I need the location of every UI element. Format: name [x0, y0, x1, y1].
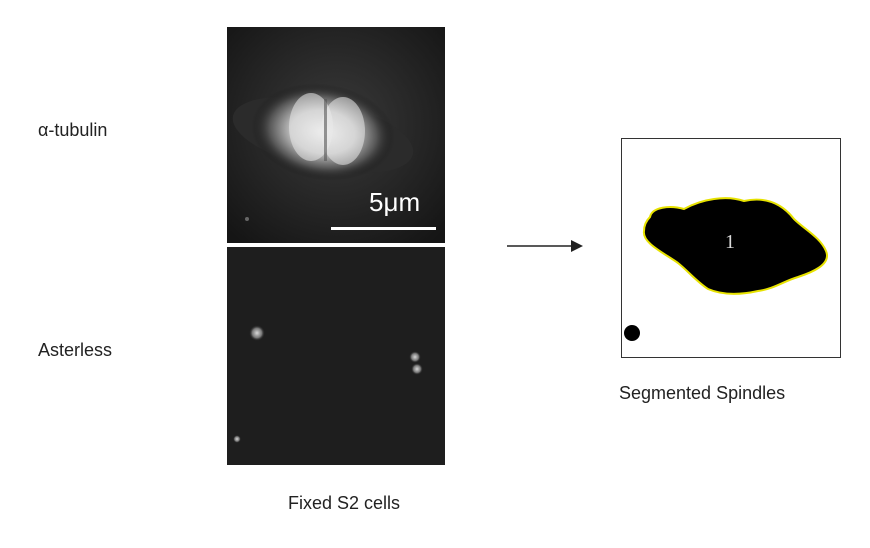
segmented-spindle-panel: 1 [621, 138, 841, 358]
caption-segmented-spindles: Segmented Spindles [619, 383, 786, 403]
row-label-alpha-tubulin: α-tubulin [38, 120, 108, 140]
asterless-image [227, 247, 445, 465]
row-label-asterless: Asterless [38, 340, 113, 360]
segmentation-image [624, 197, 828, 341]
microscopy-panel-alpha-tubulin: 5μm [227, 27, 445, 243]
caption-fixed-s2-cells: Fixed S2 cells [288, 493, 401, 513]
scale-bar [331, 227, 436, 230]
segment-id-label: 1 [725, 231, 735, 253]
scale-bar-label: 5μm [369, 187, 421, 217]
microscopy-panel-asterless [227, 247, 445, 465]
arrow-right-icon [507, 240, 583, 252]
panel-divider [227, 243, 445, 247]
spindle-image [227, 27, 445, 243]
